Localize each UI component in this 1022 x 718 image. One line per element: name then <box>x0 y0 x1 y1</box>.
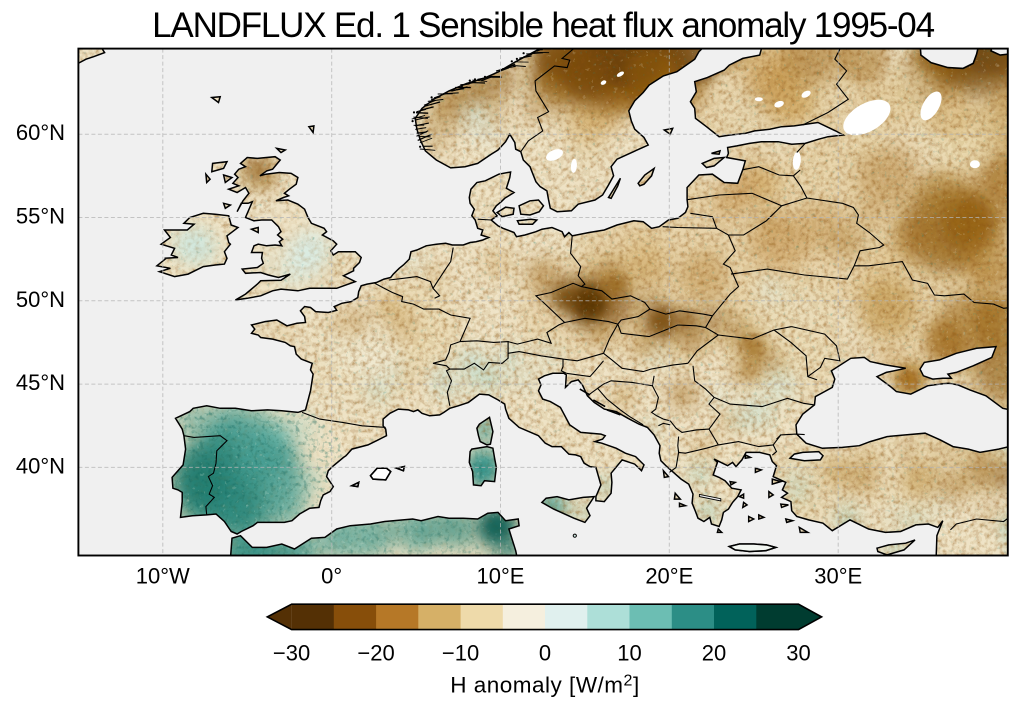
svg-text:55°N: 55°N <box>16 204 65 229</box>
svg-text:10: 10 <box>617 641 641 666</box>
svg-text:0°: 0° <box>321 564 342 589</box>
svg-text:10°W: 10°W <box>136 564 190 589</box>
svg-text:40°N: 40°N <box>16 453 65 478</box>
svg-text:30°E: 30°E <box>814 564 862 589</box>
svg-text:60°N: 60°N <box>16 120 65 145</box>
svg-text:20°E: 20°E <box>645 564 693 589</box>
svg-text:45°N: 45°N <box>16 370 65 395</box>
svg-text:10°E: 10°E <box>477 564 525 589</box>
svg-text:H anomaly [W/m2]: H anomaly [W/m2] <box>450 673 639 698</box>
svg-text:50°N: 50°N <box>16 287 65 312</box>
svg-text:20: 20 <box>702 641 726 666</box>
svg-text:−10: −10 <box>442 641 479 666</box>
svg-text:0: 0 <box>539 641 551 666</box>
svg-text:30: 30 <box>786 641 810 666</box>
svg-text:−20: −20 <box>357 641 394 666</box>
svg-text:LANDFLUX Ed. 1 Sensible heat f: LANDFLUX Ed. 1 Sensible heat flux anomal… <box>152 6 934 45</box>
svg-text:−30: −30 <box>273 641 310 666</box>
